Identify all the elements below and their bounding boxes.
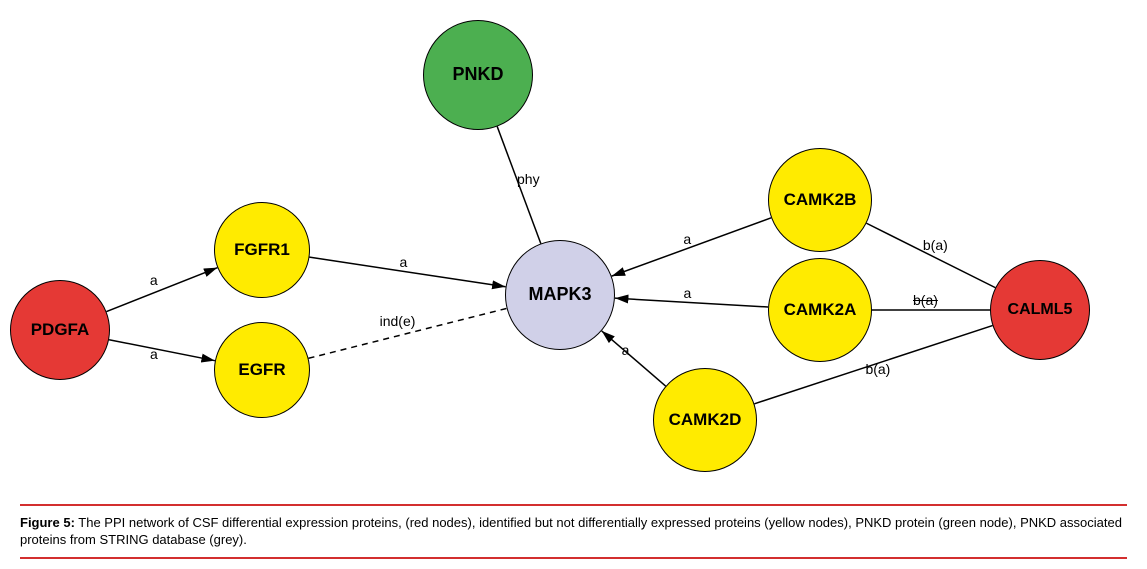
node-label-CAMK2B: CAMK2B [784,191,857,210]
edge-label-PDGFA-EGFR: a [150,346,158,362]
node-CAMK2D: CAMK2D [653,368,757,472]
node-CALML5: CALML5 [990,260,1090,360]
caption-body: The PPI network of CSF differential expr… [20,515,1122,548]
edge-label-PNKD-MAPK3: phy [517,171,540,187]
edge-CAMK2A-MAPK3 [615,298,768,307]
node-PNKD: PNKD [423,20,533,130]
edge-EGFR-MAPK3 [309,308,507,358]
node-FGFR1: FGFR1 [214,202,310,298]
node-label-FGFR1: FGFR1 [234,241,290,260]
ppi-network-figure: PNKD MAPK3 PDGFA FGFR1 EGFR CAMK2B CAMK2A CAMK2… [0,0,1147,569]
node-label-PNKD: PNKD [452,65,503,85]
node-MAPK3: MAPK3 [505,240,615,350]
edge-PDGFA-EGFR [109,340,215,361]
caption-prefix: Figure 5: [20,515,75,530]
edge-CALML5-CAMK2B [867,223,996,287]
edge-label-EGFR-MAPK3: ind(e) [380,313,416,329]
node-label-EGFR: EGFR [238,361,285,380]
edge-FGFR1-MAPK3 [309,257,505,287]
edge-CAMK2D-MAPK3 [602,331,666,386]
node-label-CAMK2A: CAMK2A [784,301,857,320]
edge-label-CAMK2B-MAPK3: a [683,231,691,247]
node-label-MAPK3: MAPK3 [528,285,591,305]
node-CAMK2B: CAMK2B [768,148,872,252]
edge-label-PDGFA-FGFR1: a [150,272,158,288]
edge-label-CALML5-CAMK2A: b(a) [913,292,938,308]
node-label-CALML5: CALML5 [1008,301,1073,319]
caption-rule-bottom [20,557,1127,559]
node-label-PDGFA: PDGFA [31,321,90,340]
edge-label-CALML5-CAMK2B: b(a) [923,237,948,253]
edge-PDGFA-FGFR1 [106,268,217,312]
caption-text: Figure 5: The PPI network of CSF differe… [20,506,1127,557]
node-label-CAMK2D: CAMK2D [669,411,742,430]
node-CAMK2A: CAMK2A [768,258,872,362]
edge-CAMK2B-MAPK3 [612,218,771,276]
edge-label-CAMK2A-MAPK3: a [683,285,691,301]
edge-label-CAMK2D-MAPK3: a [622,342,630,358]
edge-label-CALML5-CAMK2D: b(a) [865,361,890,377]
figure-caption: Figure 5: The PPI network of CSF differe… [20,504,1127,559]
edge-label-FGFR1-MAPK3: a [400,254,408,270]
node-PDGFA: PDGFA [10,280,110,380]
edge-PNKD-MAPK3 [497,127,541,244]
node-EGFR: EGFR [214,322,310,418]
